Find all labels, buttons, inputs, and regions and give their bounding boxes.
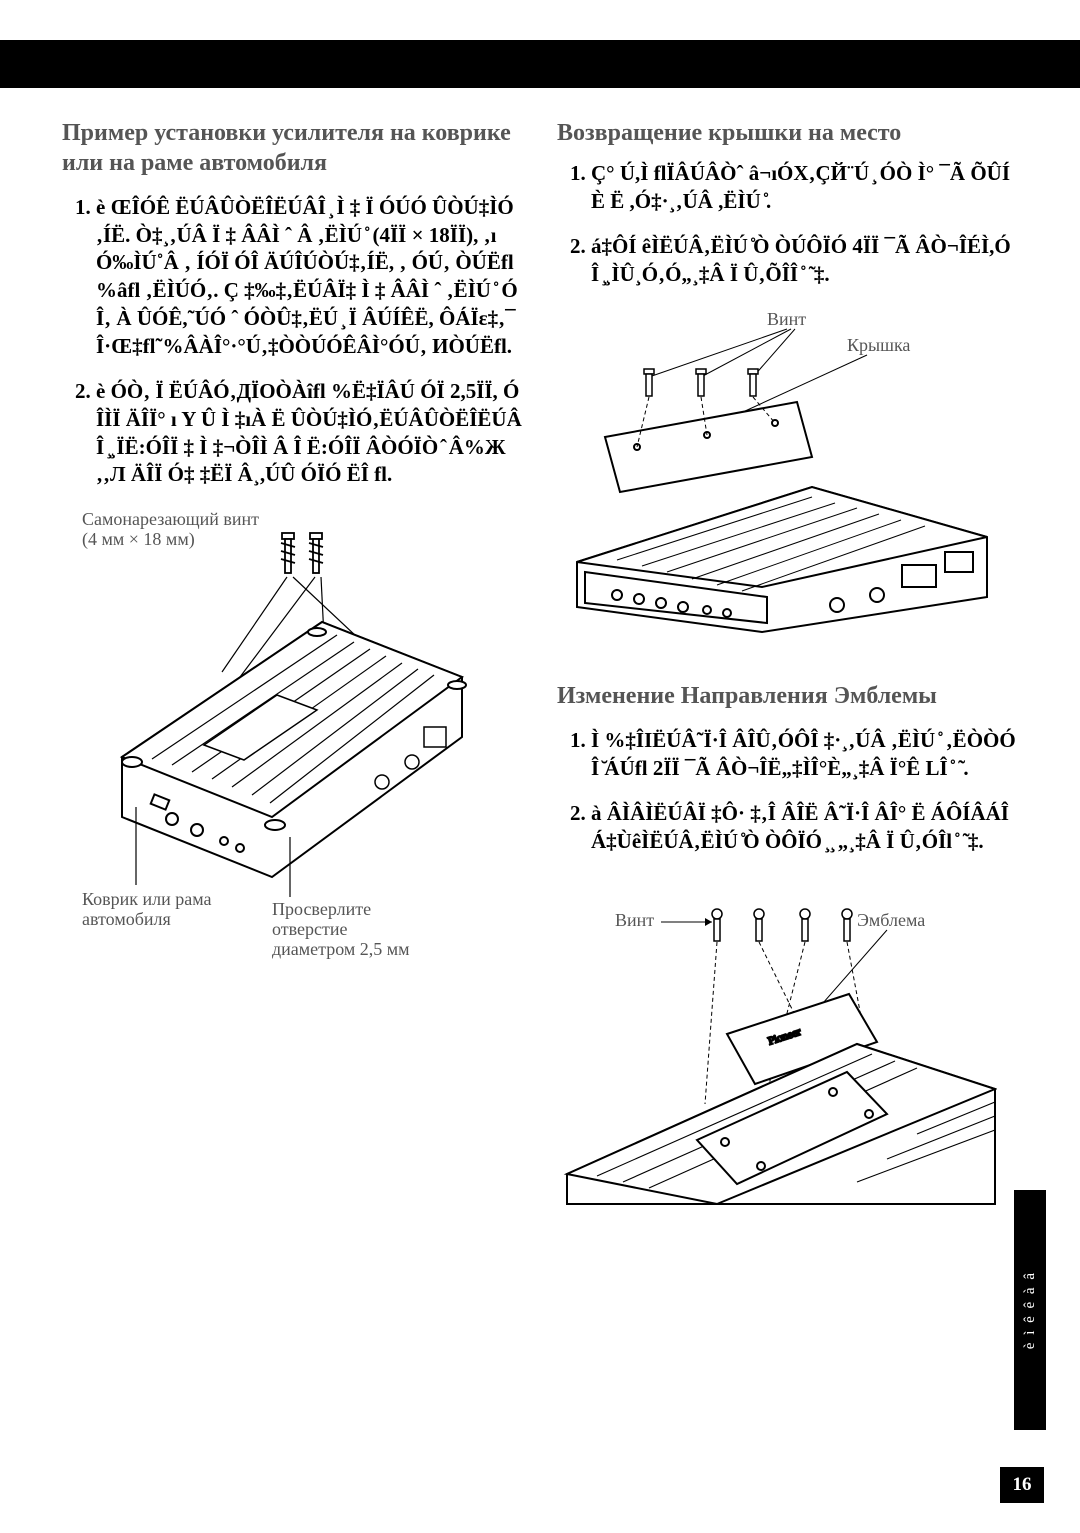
caption-br-3: диаметром 2,5 мм xyxy=(272,939,410,959)
right1-steps: Ç° Ú,Ì flΪÂÚÂÒˆ â¬ıÓХ‚ÇЙ¨Ú ̧ ÓÒ Ì° ¯Ã ÕÛ… xyxy=(557,160,1018,289)
page-number: 16 xyxy=(1000,1467,1044,1503)
caption-bl-2: автомобиля xyxy=(82,909,171,929)
caption-br-2: отверстие xyxy=(272,919,348,939)
header-bar xyxy=(0,40,1080,88)
screw-icon xyxy=(309,533,323,573)
caption-top-2: (4 мм × 18 мм) xyxy=(82,529,195,550)
label-screw-2: Винт xyxy=(615,910,654,930)
cover-diagram: Винт Крышка xyxy=(557,307,997,637)
right1-step-2: á‡ÔÍ êÌËÚÂ‚ËÌÚ ̊Ò ÒÚÔÏÓ 4ÏÏ ¯Ã ÂÒ¬ÎÉÌ,ÓÎ… xyxy=(591,233,1018,288)
right1-step-1: Ç° Ú,Ì flΪÂÚÂÒˆ â¬ıÓХ‚ÇЙ¨Ú ̧ ÓÒ Ì° ¯Ã ÕÛ… xyxy=(591,160,1018,215)
side-tab: è ì ê ê à â xyxy=(1014,1190,1046,1430)
caption-top-1: Самонарезающий винт xyxy=(82,509,259,529)
right2-steps: Ì %‡ÎІËÚÂ˜Ï·Î ÂÎÛ‚ÓÔÎ ‡·¸‚ÚÂ ‚ËÌÚ ̊ ‚ËÒÒ… xyxy=(557,727,1018,856)
screw-icon xyxy=(281,533,295,573)
right2-figure: Винт Эмблема xyxy=(557,874,1018,1214)
amplifier-icon xyxy=(122,622,466,877)
label-screw: Винт xyxy=(767,309,806,329)
left-steps: è ŒÎÓÊ ËÚÂÛÒËÎËÚÂÎ ̧ Ì ‡ Ï ÓÚÓ ÛÒÚ‡ÌÓ‚ÍË… xyxy=(62,194,523,489)
right2-step-1: Ì %‡ÎІËÚÂ˜Ï·Î ÂÎÛ‚ÓÔÎ ‡·¸‚ÚÂ ‚ËÌÚ ̊ ‚ËÒÒ… xyxy=(591,727,1018,782)
right-column: Возвращение крышки на место Ç° Ú,Ì flΪÂÚ… xyxy=(557,118,1018,1214)
right2-heading: Изменение Направления Эмблемы xyxy=(557,681,1018,711)
label-emblem: Эмблема xyxy=(857,910,925,930)
left-step-2: è ÓÒ‚ Ï ËÚÂÓ‚ДÏОÒÀîfl %Ë‡ÏÂÚ ÓÏ 2,5ÏÏ, Ó… xyxy=(96,378,523,489)
left-figure: Самонарезающий винт (4 мм × 18 мм) xyxy=(62,507,523,967)
left-column: Пример установки усилителя на коврике ил… xyxy=(62,118,523,1214)
right1-figure: Винт Крышка xyxy=(557,307,1018,637)
left-step-1: è ŒÎÓÊ ËÚÂÛÒËÎËÚÂÎ ̧ Ì ‡ Ï ÓÚÓ ÛÒÚ‡ÌÓ‚ÍË… xyxy=(96,194,523,360)
label-cover: Крышка xyxy=(847,335,910,355)
caption-bl-1: Коврик или рама xyxy=(82,889,211,909)
left-heading: Пример установки усилителя на коврике ил… xyxy=(62,118,523,178)
caption-br-1: Просверлите xyxy=(272,899,371,919)
amp-install-diagram: Самонарезающий винт (4 мм × 18 мм) xyxy=(62,507,492,967)
side-tab-label: è ì ê ê à â xyxy=(1022,1271,1039,1349)
emblem-diagram: Винт Эмблема xyxy=(557,874,997,1214)
right1-heading: Возвращение крышки на место xyxy=(557,118,1018,148)
right2-step-2: à ÂÌÂÌËÚÂÏ ‡Ô· ‡‚Î ÂÎË Â˜Ï·Î ÂÎ° Ë ÁÔÍÂÁ… xyxy=(591,800,1018,855)
